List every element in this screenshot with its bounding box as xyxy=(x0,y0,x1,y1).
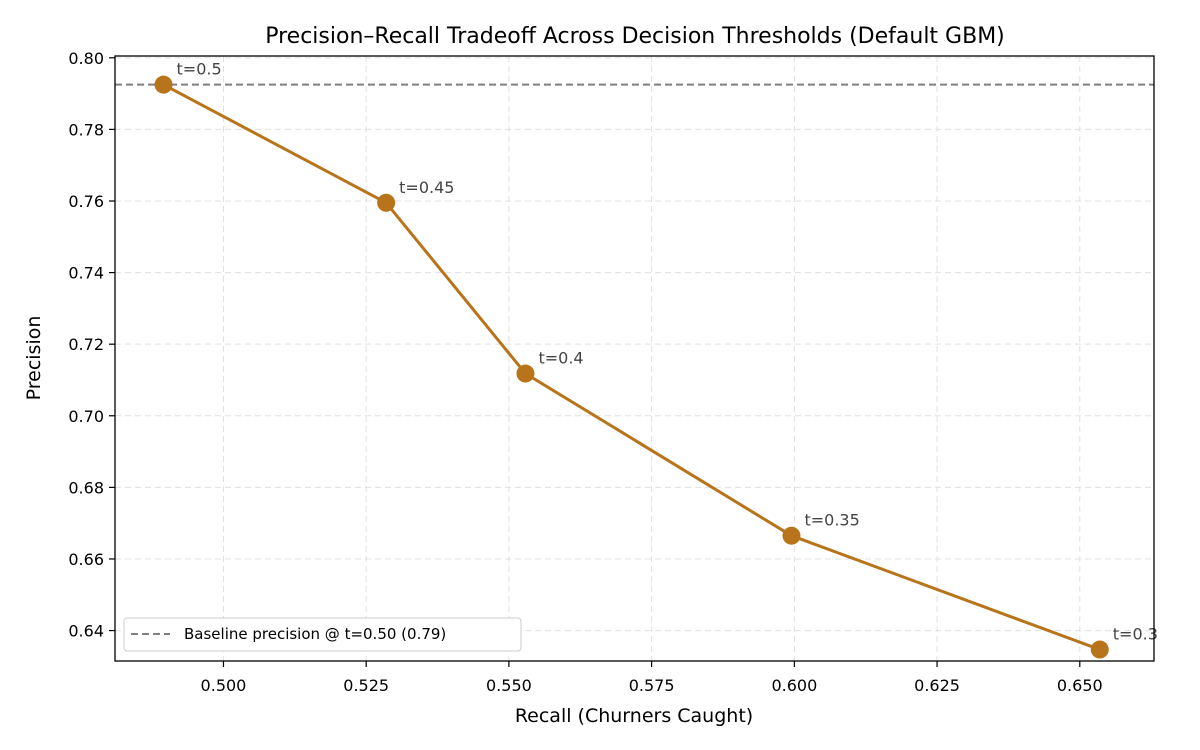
y-tick-label: 0.80 xyxy=(68,49,104,68)
data-point xyxy=(516,364,535,383)
y-axis-ticks: 0.64 0.66 0.68 0.70 0.72 0.74 0.76 0.78 0.80 xyxy=(68,49,115,641)
y-tick-label: 0.74 xyxy=(68,264,104,283)
chart-title: Precision–Recall Tradeoff Across Decisio… xyxy=(265,24,1005,49)
y-tick-label: 0.70 xyxy=(68,407,104,426)
x-tick-label: 0.600 xyxy=(771,676,817,695)
data-point xyxy=(377,193,396,212)
plot-frame xyxy=(114,55,1155,662)
x-tick-label: 0.525 xyxy=(343,676,389,695)
y-tick-label: 0.76 xyxy=(68,192,104,211)
annotation-layer: t=0.5 t=0.45 t=0.4 t=0.35 t=0.3 xyxy=(177,60,1158,644)
x-tick-label: 0.650 xyxy=(1057,676,1103,695)
y-tick-label: 0.68 xyxy=(68,478,104,497)
data-point xyxy=(782,526,801,545)
data-point xyxy=(154,75,173,94)
x-tick-label: 0.575 xyxy=(629,676,675,695)
y-tick-label: 0.64 xyxy=(68,622,104,641)
legend-box xyxy=(123,617,522,652)
threshold-annotation: t=0.45 xyxy=(399,178,454,197)
x-tick-label: 0.625 xyxy=(914,676,960,695)
threshold-annotation: t=0.5 xyxy=(177,60,222,79)
x-axis-label: Recall (Churners Caught) xyxy=(515,705,753,727)
y-tick-label: 0.78 xyxy=(68,120,104,139)
data-point xyxy=(1090,640,1109,659)
x-axis-ticks: 0.500 0.525 0.550 0.575 0.600 0.625 0.650 xyxy=(201,661,1103,695)
threshold-annotation: t=0.3 xyxy=(1113,625,1158,644)
series-layer xyxy=(154,75,1109,659)
threshold-annotation: t=0.4 xyxy=(538,349,583,368)
legend-label-baseline: Baseline precision @ t=0.50 (0.79) xyxy=(184,625,446,643)
y-tick-label: 0.72 xyxy=(68,335,104,354)
x-tick-label: 0.500 xyxy=(201,676,247,695)
legend: Baseline precision @ t=0.50 (0.79) xyxy=(123,617,522,652)
threshold-annotation: t=0.35 xyxy=(804,511,859,530)
y-axis-label: Precision xyxy=(23,316,45,401)
y-tick-label: 0.66 xyxy=(68,550,104,569)
x-tick-label: 0.550 xyxy=(486,676,532,695)
